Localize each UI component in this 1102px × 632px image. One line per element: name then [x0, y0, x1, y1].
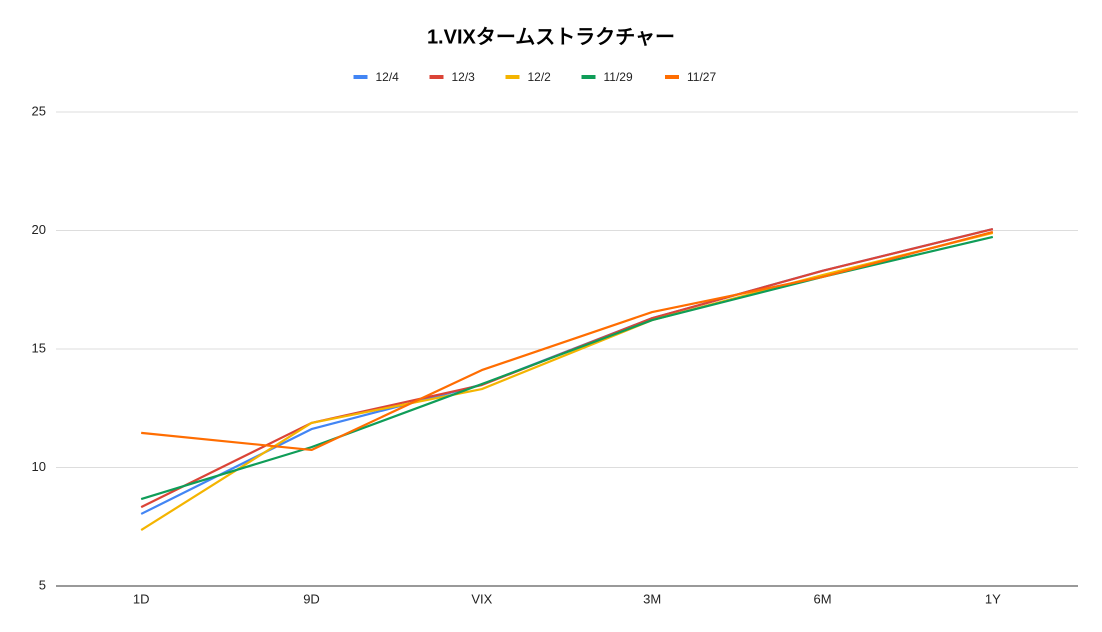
- chart-title: 1.VIXタームストラクチャー: [427, 25, 675, 48]
- legend-label: 11/29: [604, 70, 633, 84]
- series-line: [140, 231, 994, 531]
- series-line: [140, 228, 994, 515]
- series-line: [140, 235, 994, 501]
- legend-label: 12/2: [528, 70, 552, 84]
- x-tick-label: 1Y: [985, 591, 1001, 606]
- x-tick-label: 3M: [643, 591, 661, 606]
- series-line: [141, 230, 994, 452]
- y-tick-label: 10: [32, 459, 46, 474]
- x-tick-label: VIX: [471, 591, 492, 606]
- series-line: [140, 228, 994, 509]
- x-tick-label: 9D: [303, 591, 320, 606]
- legend-label: 12/4: [376, 70, 400, 84]
- y-tick-label: 20: [32, 222, 46, 237]
- x-tick-label: 1D: [133, 591, 150, 606]
- x-tick-label: 6M: [813, 591, 831, 606]
- legend-label: 12/3: [452, 70, 476, 84]
- legend-label: 11/27: [687, 70, 716, 84]
- y-tick-label: 25: [32, 103, 46, 118]
- y-tick-label: 15: [32, 340, 46, 355]
- y-tick-label: 5: [39, 577, 46, 592]
